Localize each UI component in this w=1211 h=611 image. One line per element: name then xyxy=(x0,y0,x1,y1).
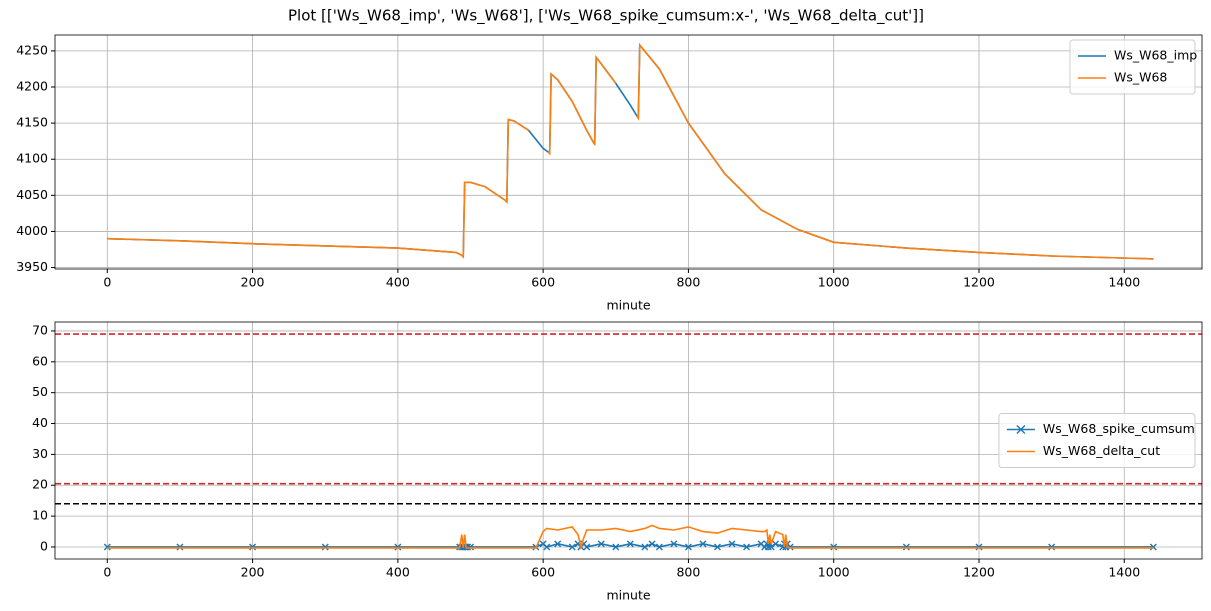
x-tick-label: 1000 xyxy=(818,565,850,580)
x-tick-label: 200 xyxy=(241,565,265,580)
y-tick-label: 4000 xyxy=(16,223,48,238)
series-marker xyxy=(554,540,562,548)
series-marker xyxy=(743,543,751,551)
y-tick-label: 4100 xyxy=(16,151,48,166)
series-marker xyxy=(626,540,634,548)
series-marker xyxy=(975,543,983,551)
x-tick-label: 800 xyxy=(676,275,700,290)
legend-box xyxy=(998,413,1196,468)
series-marker xyxy=(321,543,329,551)
x-tick-label: 0 xyxy=(103,275,111,290)
x-tick-label: 1400 xyxy=(1108,565,1140,580)
series-marker xyxy=(176,543,184,551)
plot-frame xyxy=(54,321,1203,560)
x-tick-label: 0 xyxy=(103,565,111,580)
series-marker xyxy=(655,543,663,551)
series-line xyxy=(107,42,1154,260)
x-tick-label: 1200 xyxy=(963,275,995,290)
y-tick-label: 4050 xyxy=(16,187,48,202)
series-marker xyxy=(902,543,910,551)
x-tick-label: 1400 xyxy=(1108,275,1140,290)
y-tick-label: 60 xyxy=(32,353,48,368)
series-marker xyxy=(467,543,475,551)
y-tick-label: 20 xyxy=(32,477,48,492)
legend-box xyxy=(1069,39,1196,95)
x-tick-label: 600 xyxy=(531,565,555,580)
series-marker xyxy=(249,543,257,551)
x-axis-label: minute xyxy=(606,588,650,603)
series-marker xyxy=(612,543,620,551)
series-marker xyxy=(728,540,736,548)
series-marker xyxy=(394,543,402,551)
y-tick-label: 4150 xyxy=(16,115,48,130)
series-marker xyxy=(597,540,605,548)
series-marker xyxy=(670,540,678,548)
x-tick-label: 400 xyxy=(386,275,410,290)
series-marker xyxy=(713,543,721,551)
x-tick-label: 600 xyxy=(531,275,555,290)
legend-label: Ws_W68_imp xyxy=(1114,48,1197,63)
series-marker xyxy=(772,540,780,548)
y-tick-label: 10 xyxy=(32,508,48,523)
series-marker xyxy=(648,540,656,548)
legend-label: Ws_W68_delta_cut xyxy=(1043,443,1160,458)
x-axis-label: minute xyxy=(606,298,650,313)
plot-frame xyxy=(54,34,1203,270)
x-tick-label: 200 xyxy=(241,275,265,290)
y-tick-label: 30 xyxy=(32,446,48,461)
figure-title: Plot [['Ws_W68_imp', 'Ws_W68'], ['Ws_W68… xyxy=(288,7,924,26)
series-marker xyxy=(1048,543,1056,551)
series-marker xyxy=(786,543,794,551)
series-marker xyxy=(830,543,838,551)
y-tick-label: 3950 xyxy=(16,259,48,274)
x-tick-label: 1200 xyxy=(963,565,995,580)
series-marker xyxy=(641,543,649,551)
x-tick-label: 800 xyxy=(676,565,700,580)
y-tick-label: 50 xyxy=(32,384,48,399)
y-tick-label: 4200 xyxy=(16,79,48,94)
series-marker xyxy=(568,543,576,551)
x-tick-label: 1000 xyxy=(818,275,850,290)
series-marker xyxy=(767,543,775,551)
series-marker xyxy=(583,543,591,551)
x-tick-label: 400 xyxy=(386,565,410,580)
series-marker xyxy=(103,543,111,551)
legend-label: Ws_W68 xyxy=(1114,70,1167,85)
series-marker xyxy=(1149,543,1157,551)
y-tick-label: 40 xyxy=(32,415,48,430)
y-tick-label: 4250 xyxy=(16,42,48,57)
y-tick-label: 0 xyxy=(40,538,48,553)
legend-marker xyxy=(1016,425,1026,434)
series-marker xyxy=(684,543,692,551)
series-marker xyxy=(699,540,707,548)
series-line xyxy=(107,42,1154,260)
y-tick-label: 70 xyxy=(32,322,48,337)
series-line xyxy=(107,524,1154,550)
legend-label: Ws_W68_spike_cumsum xyxy=(1043,421,1195,436)
series-marker xyxy=(543,543,551,551)
